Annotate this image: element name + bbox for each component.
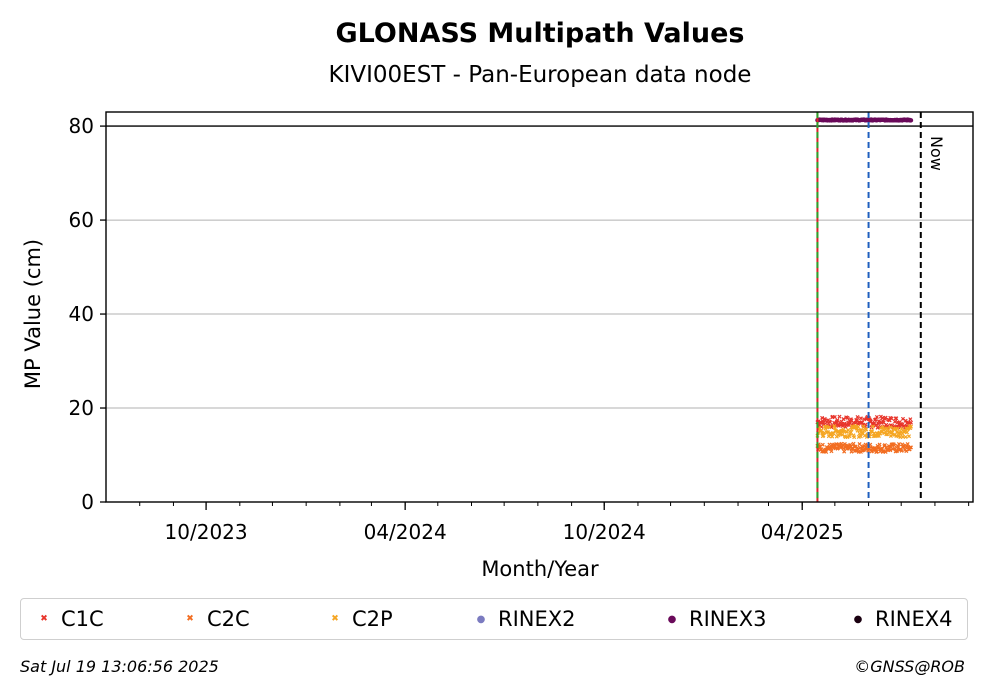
data-point-c2c	[892, 443, 897, 448]
legend-label: RINEX3	[689, 607, 767, 631]
data-point-c1c	[908, 420, 914, 425]
legend-item-c2c: ✖ C2C	[179, 599, 250, 639]
data-point-c2p	[864, 427, 869, 432]
x-axis-label: Month/Year	[481, 557, 599, 581]
legend-marker: ✖	[40, 614, 48, 624]
data-point-c2c	[857, 442, 862, 447]
y-tick-label: 60	[69, 208, 94, 232]
x-tick-label: 10/2024	[563, 520, 646, 544]
data-point-c2p	[908, 424, 914, 429]
y-tick-label: 40	[69, 302, 94, 326]
data-point-c2p	[903, 434, 908, 439]
data-point-c2c	[882, 442, 887, 448]
legend-label: RINEX2	[498, 607, 576, 631]
y-tick-label: 20	[69, 396, 94, 420]
legend-marker: ●	[476, 613, 486, 625]
data-point-c2p	[852, 435, 857, 440]
data-point-c2c	[829, 449, 834, 454]
data-point-c1c	[832, 414, 837, 420]
legend-item-rinex4: ● RINEX4	[847, 599, 953, 639]
data-point-c2p	[895, 426, 900, 431]
chart-title: GLONASS Multipath Values	[335, 18, 744, 49]
legend-marker: ✖	[186, 614, 194, 624]
data-point-c2c	[842, 449, 847, 454]
data-point-c2p	[848, 430, 853, 435]
legend: ✖ C1C ✖ C2C ✖ C2P ● RINEX2 ● RINEX3 ● RINEX4	[20, 598, 968, 640]
data-point-c1c	[894, 416, 899, 421]
chart-subtitle: KIVI00EST - Pan-European data node	[329, 62, 752, 88]
data-point-c1c	[841, 417, 846, 422]
data-point-c2c	[880, 446, 885, 451]
data-point-c1c	[880, 415, 885, 420]
data-point-c2c	[874, 449, 879, 454]
data-point-c1c	[820, 415, 825, 420]
data-point-c2p	[821, 433, 826, 438]
data-point-c2c	[847, 446, 852, 451]
data-point-c2p	[888, 425, 893, 430]
legend-label: C2P	[352, 607, 393, 631]
data-point-c2p	[830, 434, 835, 439]
legend-label: C1C	[61, 607, 104, 631]
data-point-c1c	[889, 416, 894, 421]
data-point-c1c	[828, 420, 833, 425]
data-point-c2p	[822, 430, 827, 435]
data-point-rinex3	[908, 118, 914, 123]
data-point-c2c	[888, 448, 893, 453]
data-point-c2p	[870, 424, 875, 429]
data-point-c2p	[840, 432, 845, 437]
data-point-c1c	[855, 414, 860, 420]
y-axis-label: MP Value (cm)	[21, 239, 45, 389]
x-tick-label: 04/2024	[364, 520, 447, 544]
x-tick-label: 04/2025	[761, 520, 844, 544]
data-point-c2c	[820, 442, 825, 447]
x-tick-label: 10/2023	[165, 520, 248, 544]
data-point-c2c	[849, 449, 854, 454]
data-point-c2p	[849, 427, 854, 432]
data-point-c2c	[824, 449, 829, 454]
footer-timestamp: Sat Jul 19 13:06:56 2025	[20, 657, 219, 676]
data-point-c1c	[858, 416, 863, 421]
data-point-c2c	[873, 447, 878, 452]
now-label: Now	[927, 136, 946, 171]
data-point-c2c	[896, 442, 901, 447]
footer-credit: ©GNSS@ROB	[854, 657, 965, 676]
data-point-c1c	[837, 414, 842, 419]
data-point-c2c	[894, 449, 899, 454]
legend-item-c1c: ✖ C1C	[33, 599, 104, 639]
data-point-c2p	[856, 424, 861, 429]
data-point-c1c	[874, 422, 879, 427]
plot-area: 0 20 40 60 80 10/2023 04/2024 10/2024 04/2025 Now	[69, 111, 974, 544]
data-point-c2p	[906, 434, 912, 439]
legend-item-rinex2: ● RINEX2	[470, 599, 576, 639]
data-point-c2p	[861, 424, 866, 429]
data-point-c1c	[845, 415, 850, 420]
data-point-c2c	[899, 448, 904, 453]
legend-label: C2C	[207, 607, 250, 631]
data-point-c2c	[908, 445, 914, 450]
data-point-c2p	[857, 431, 862, 436]
data-point-c1c	[874, 414, 879, 419]
data-point-c2c	[904, 449, 909, 454]
data-point-c1c	[908, 417, 913, 422]
legend-marker: ✖	[331, 614, 339, 624]
data-point-c2c	[877, 442, 882, 447]
data-point-c2p	[827, 425, 832, 430]
data-point-c2p	[876, 433, 881, 439]
y-tick-label: 80	[69, 114, 94, 138]
data-point-c2p	[904, 430, 910, 435]
data-point-c1c	[903, 418, 908, 423]
data-point-c1c	[875, 425, 880, 430]
data-point-c2c	[905, 442, 910, 447]
y-tick-label: 0	[81, 490, 94, 514]
legend-item-c2p: ✖ C2P	[324, 599, 393, 639]
legend-marker: ●	[667, 613, 677, 625]
data-point-c1c	[873, 417, 878, 422]
axes-frame	[105, 111, 974, 503]
legend-item-rinex3: ● RINEX3	[661, 599, 767, 639]
legend-label: RINEX4	[875, 607, 953, 631]
legend-marker: ●	[853, 613, 863, 625]
